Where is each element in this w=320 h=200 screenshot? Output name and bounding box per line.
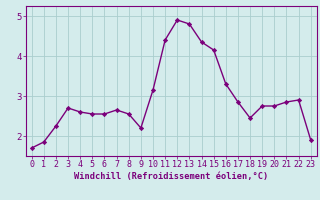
X-axis label: Windchill (Refroidissement éolien,°C): Windchill (Refroidissement éolien,°C) (74, 172, 268, 181)
